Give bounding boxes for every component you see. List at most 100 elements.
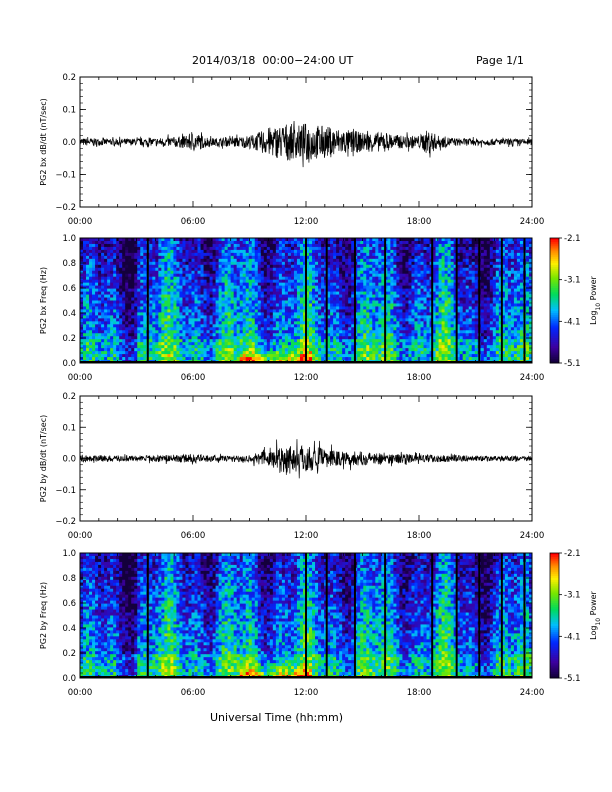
spectrogram-cell	[387, 279, 391, 284]
spectrogram-cell	[411, 336, 415, 340]
spectrogram-cell	[227, 321, 232, 325]
spectrogram-cell	[170, 291, 174, 295]
spectrogram-cell	[272, 285, 277, 289]
spectrogram-cell	[287, 351, 292, 355]
spectrogram-cell	[125, 282, 129, 287]
spectrogram-cell	[327, 357, 331, 361]
spectrogram-cell	[333, 354, 337, 358]
spectrogram-cell	[197, 273, 201, 278]
spectrogram-cell	[218, 258, 223, 263]
spectrogram-cell	[315, 294, 319, 298]
spectrogram-cell	[411, 327, 415, 331]
spectrogram-cell	[113, 294, 117, 298]
spectrogram-cell	[284, 339, 289, 343]
spectrogram-cell	[95, 252, 99, 257]
spectrogram-cell	[336, 261, 340, 266]
spectrogram-cell	[116, 261, 120, 266]
spectrogram-cell	[134, 342, 138, 346]
spectrogram-cell	[203, 270, 207, 275]
spectrogram-cell	[372, 276, 376, 281]
spectrogram-cell	[414, 324, 418, 328]
spectrogram-cell	[98, 318, 102, 322]
spectrogram-cell	[149, 297, 153, 301]
spectrogram-cell	[173, 273, 177, 278]
spectrogram-cell	[275, 297, 280, 301]
spectrogram-cell	[257, 240, 262, 245]
spectrogram-cell	[420, 354, 424, 358]
spectrogram-cell	[248, 321, 253, 325]
spectrogram-cell	[116, 330, 120, 334]
spectrogram-cell	[113, 339, 117, 343]
spectrogram-cell	[360, 282, 364, 287]
spectrogram-cell	[152, 348, 156, 352]
spectrogram-cell	[233, 261, 238, 266]
spectrogram-cell	[239, 285, 244, 289]
spectrogram-cell	[230, 312, 235, 316]
spectrogram-cell	[116, 240, 120, 245]
spectrogram-cell	[330, 333, 334, 337]
spectrogram-cell	[212, 258, 216, 263]
spectrogram-cell	[387, 267, 391, 272]
spectrogram-cell	[134, 261, 138, 266]
spectrogram-cell	[411, 345, 415, 349]
spectrogram-cell	[272, 321, 277, 325]
spectrogram-cell	[363, 315, 367, 319]
spectrogram-cell	[155, 342, 159, 346]
spectrogram-cell	[378, 339, 382, 343]
spectrogram-cell	[290, 297, 295, 301]
spectrogram-cell	[345, 255, 349, 260]
spectrogram-cell	[218, 246, 223, 251]
spectrogram-cell	[203, 273, 207, 278]
spectrogram-cell	[254, 282, 259, 287]
spectrogram-cell	[254, 342, 259, 346]
spectrogram-cell	[381, 300, 385, 304]
spectrogram-cell	[266, 336, 271, 340]
spectrogram-cell	[287, 240, 292, 245]
spectrogram-cell	[230, 315, 235, 319]
spectrogram-cell	[128, 282, 132, 287]
spectrogram-cell	[158, 330, 162, 334]
spectrogram-cell	[375, 309, 379, 313]
spectrogram-cell	[239, 333, 244, 337]
spectrogram-cell	[179, 285, 183, 289]
spectrogram-cell	[161, 321, 165, 325]
spectrogram-cell	[312, 255, 316, 260]
spectrogram-cell	[137, 238, 141, 242]
spectrogram-cell	[122, 324, 126, 328]
spectrogram-cell	[411, 282, 415, 287]
spectrogram-cell	[393, 255, 397, 260]
spectrogram-cell	[233, 327, 238, 331]
spectrogram-cell	[327, 342, 331, 346]
spectrogram-cell	[251, 315, 256, 319]
spectrogram-cell	[203, 264, 207, 269]
spectrogram-cell	[339, 261, 343, 266]
spectrogram-cell	[242, 246, 247, 251]
spectrogram-cell	[242, 261, 247, 266]
spectrogram-cell	[369, 249, 373, 254]
spectrogram-cell	[194, 276, 198, 281]
spectrogram-cell	[245, 279, 250, 284]
spectrogram-cell	[122, 342, 126, 346]
spectrogram-cell	[363, 291, 367, 295]
spectrogram-cell	[306, 264, 310, 269]
spectrogram-cell	[414, 303, 418, 307]
spectrogram-cell	[327, 351, 331, 355]
spectrogram-cell	[248, 345, 253, 349]
spectrogram-cell	[302, 282, 307, 287]
spectrogram-cell	[296, 249, 301, 254]
spectrogram-cell	[306, 270, 310, 275]
spectrogram-cell	[116, 345, 120, 349]
spectrogram-cell	[399, 333, 403, 337]
spectrogram-cell	[104, 249, 108, 254]
spectrogram-cell	[158, 309, 162, 313]
spectrogram-cell	[333, 258, 337, 263]
spectrogram-cell	[312, 243, 316, 248]
spectrogram-cell	[284, 246, 289, 251]
spectrogram-cell	[107, 264, 111, 269]
spectrogram-cell	[260, 238, 265, 242]
spectrogram-cell	[155, 261, 159, 266]
spectrogram-cell	[206, 291, 210, 295]
spectrogram-cell	[260, 282, 265, 287]
spectrogram-cell	[221, 294, 226, 298]
spectrogram-cell	[360, 357, 364, 361]
